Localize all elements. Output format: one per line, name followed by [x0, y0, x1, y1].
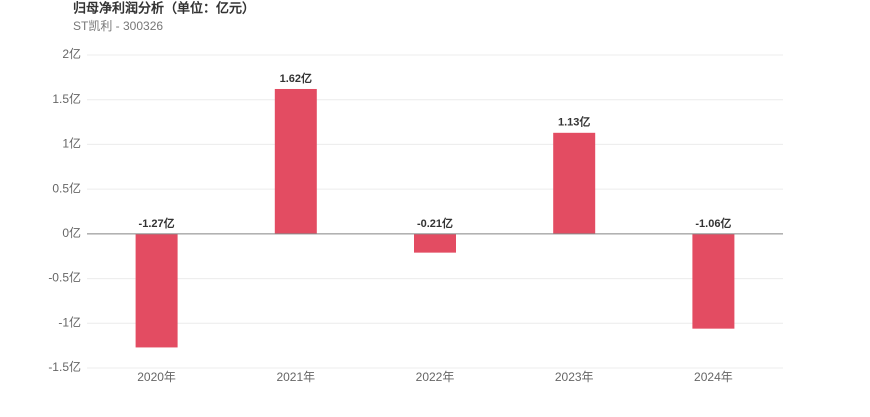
x-tick-label: 2024年 [694, 370, 733, 384]
bar [135, 233, 178, 348]
value-label: -1.27亿 [139, 216, 175, 230]
y-tick-label: -1亿 [58, 314, 81, 329]
y-tick-label: -0.5亿 [48, 270, 81, 285]
value-label: -0.21亿 [417, 216, 453, 230]
x-tick-label: 2023年 [555, 370, 594, 384]
x-tick-label: 2020年 [137, 370, 176, 384]
y-tick-label: -1.5亿 [48, 359, 81, 374]
y-tick-label: 2亿 [62, 46, 81, 61]
y-tick-label: 0亿 [62, 225, 81, 240]
chart-subtitle: ST凯利 - 300326 [73, 19, 163, 33]
y-tick-label: 1亿 [62, 136, 81, 151]
value-label: 1.62亿 [280, 71, 312, 85]
bar [692, 233, 735, 329]
value-label: 1.13亿 [558, 115, 590, 129]
value-label: -1.06亿 [695, 216, 731, 230]
chart-title: 归母净利润分析（单位：亿元） [73, 0, 255, 15]
x-tick-label: 2022年 [416, 370, 455, 384]
y-tick-label: 0.5亿 [52, 180, 81, 195]
bar [274, 88, 317, 234]
bar [414, 233, 456, 253]
x-tick-label: 2021年 [276, 370, 315, 384]
y-tick-label: 1.5亿 [52, 91, 81, 106]
bar [553, 132, 596, 234]
